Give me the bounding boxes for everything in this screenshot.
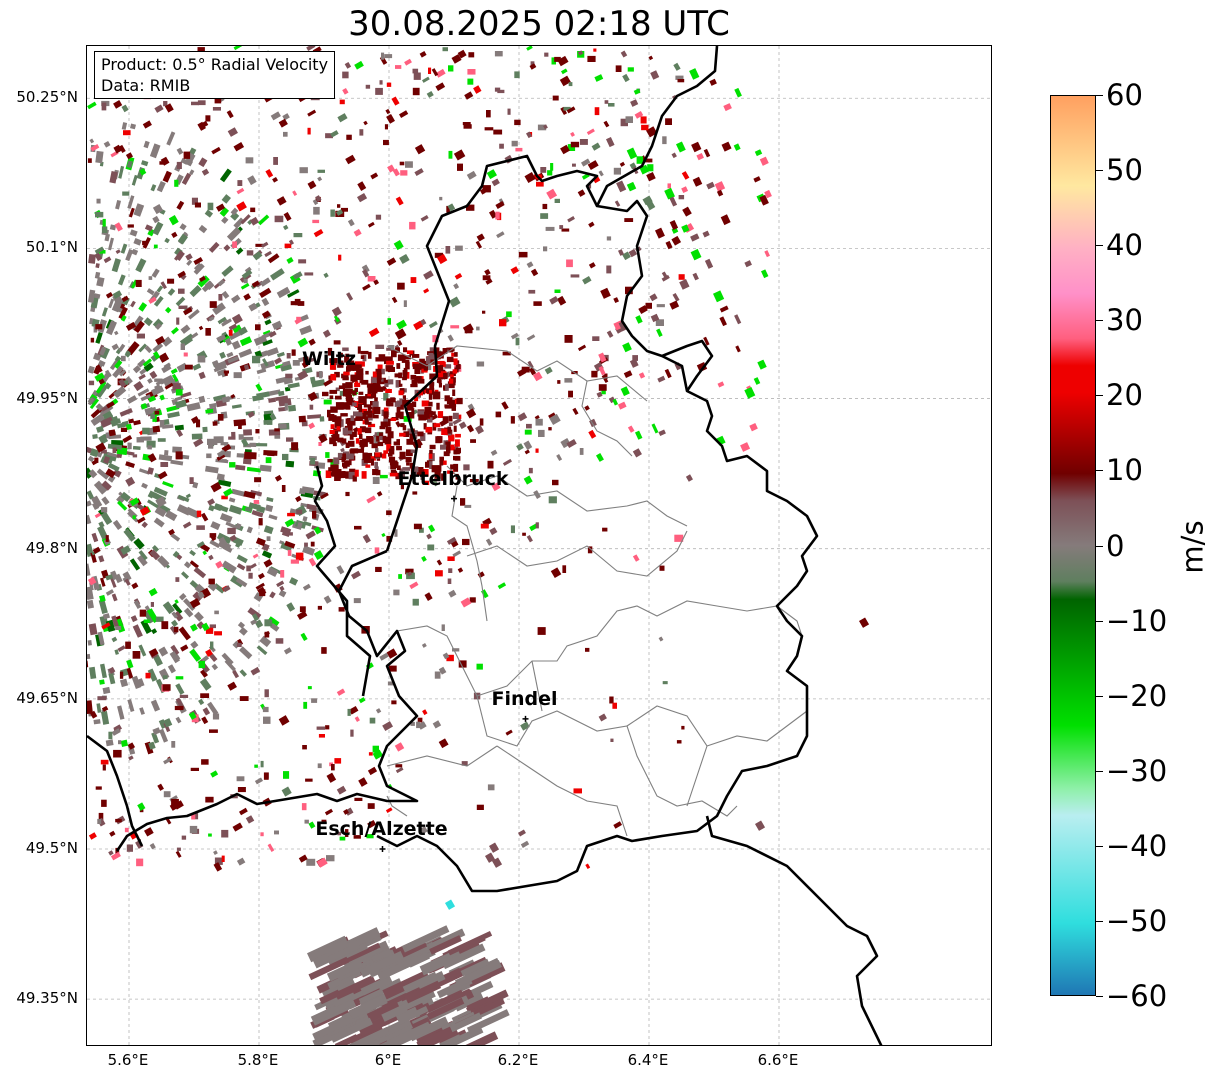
colorbar-tick-label: 40 [1106,228,1143,263]
y-tick-label: 49.5°N [25,839,78,857]
y-tick-label: 49.95°N [16,388,78,407]
radar-echoes [87,46,870,1045]
x-tick-label: 6.4°E [627,1051,669,1069]
city-marker [451,495,457,502]
colorbar-tick [1096,395,1103,397]
canton-boundary [386,745,498,767]
border-germany-river [595,46,719,207]
x-tick-label: 6°E [374,1051,402,1069]
city-label: Ettelbruck [397,467,509,490]
colorbar-tick-label: −50 [1106,903,1168,938]
border-southwest [87,734,144,847]
colorbar-tick [1096,470,1103,472]
canton-boundary [446,465,688,527]
colorbar-tick [1096,695,1103,697]
y-tick-label: 49.8°N [25,538,78,557]
colorbar-tick-label: 20 [1106,378,1143,413]
national-borders [87,46,883,1045]
city-marker [522,715,529,722]
colorbar-tick-label: −60 [1106,979,1168,1013]
colorbar-tick-label: −10 [1106,603,1168,638]
border-germany-south [705,815,883,1045]
colorbar-tick [1096,95,1103,96]
y-tick-label: 50.25°N [16,88,78,107]
map-canvas [87,46,991,1045]
x-tick-label: 5.6°E [107,1051,149,1069]
canton-boundary [531,660,543,712]
city-markers [379,495,529,852]
colorbar-tick-label: 50 [1106,153,1143,188]
city-marker [379,846,386,852]
canton-boundaries [386,345,808,837]
colorbar-tick-label: 10 [1106,453,1143,488]
x-tick-label: 5.8°E [237,1051,279,1069]
canton-boundary [581,380,633,457]
border-luxembourg-ne [376,154,819,893]
colorbar-unit-label: m/s [1175,520,1207,574]
canton-boundary [476,695,738,817]
canton-boundary [496,745,628,837]
map-title: 30.08.2025 02:18 UTC [348,4,730,44]
canton-boundary [386,795,408,817]
x-tick-label: 6.2°E [497,1051,539,1069]
velocity-colorbar [1050,95,1096,996]
data-source-label: Data: RMIB [101,76,191,95]
colorbar-tick-label: −30 [1106,753,1168,788]
colorbar-tick-label: 0 [1106,528,1125,563]
border-luxembourg-north [313,465,372,697]
city-label: Wiltz [301,347,357,370]
colorbar-tick [1096,920,1103,922]
colorbar-tick [1096,545,1103,547]
canton-boundary [451,485,488,622]
y-tick-label: 50.1°N [25,238,78,257]
colorbar-tick [1096,245,1103,247]
colorbar-tick [1096,996,1103,997]
product-info-box: Product: 0.5° Radial Velocity Data: RMIB [94,51,336,99]
colorbar-tick [1096,770,1103,772]
x-tick-label: 6.6°E [757,1051,799,1069]
colorbar-tick-label: −40 [1106,828,1168,863]
canton-boundary [466,530,688,577]
border-germany-east [661,339,714,392]
product-label: Product: 0.5° Radial Velocity [101,55,329,74]
colorbar-tick [1096,620,1103,622]
y-tick-label: 49.65°N [16,688,78,707]
colorbar-tick-label: 30 [1106,303,1143,338]
city-label: Esch/Alzette [315,818,448,840]
colorbar-tick-label: 60 [1106,78,1143,112]
canton-boundary [396,600,803,697]
city-label: Findel [491,687,558,710]
border-luxembourg [115,549,419,852]
colorbar-tick [1096,320,1103,322]
canton-boundary [706,710,808,747]
colorbar-tick [1096,845,1103,847]
colorbar-tick [1096,170,1103,172]
canton-boundary [626,705,708,807]
colorbar-tick-label: −20 [1106,678,1168,713]
radar-map[interactable] [86,45,992,1046]
y-tick-label: 49.35°N [16,989,78,1008]
